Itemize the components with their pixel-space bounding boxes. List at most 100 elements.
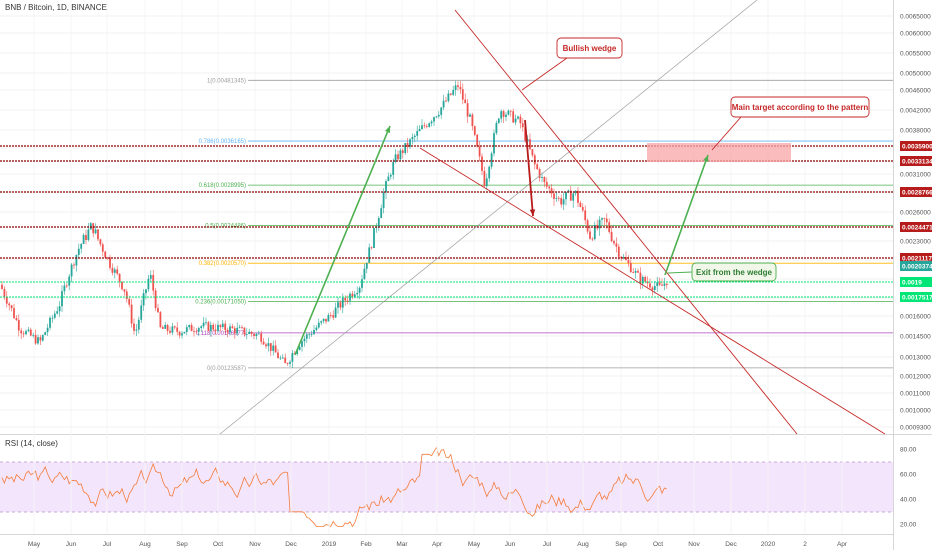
candle-body (502, 111, 505, 117)
candle-body (5, 296, 8, 304)
candle-body (397, 154, 399, 160)
candle-body (358, 287, 361, 293)
candle-body (63, 285, 66, 292)
fib-label: 0.382(0.0020570) (199, 261, 246, 267)
candle-body (164, 324, 167, 329)
price-tag-label: 0.0033134 (902, 159, 932, 166)
candle-body (553, 193, 555, 199)
candle-body (401, 150, 404, 153)
candle-body (226, 329, 229, 333)
rsi-tick-label: 40.00 (900, 497, 917, 504)
candle-body (80, 243, 83, 249)
candle-body (109, 257, 111, 268)
candle-body (195, 331, 198, 333)
candle-body (380, 208, 383, 219)
candle-body (99, 239, 102, 245)
annotation-pointer (711, 116, 742, 151)
fib-label: 0.236(0.00171050) (195, 300, 246, 306)
candle-body (101, 244, 104, 252)
price-tag-bg (900, 277, 932, 287)
candle-body (581, 206, 584, 211)
candle-body (538, 169, 541, 178)
candle-body (70, 264, 73, 277)
y-tick-label: 0.0060000 (900, 31, 931, 38)
price-tag-label: 0.0035900 (902, 144, 932, 151)
candle-body (53, 313, 56, 318)
candle-body (221, 323, 224, 328)
candle-body (241, 327, 243, 329)
candle-body (142, 293, 145, 306)
candle-body (442, 100, 445, 108)
candle-body (425, 126, 428, 127)
rsi-title: RSI (14, close) (5, 439, 58, 448)
candle-body (579, 202, 582, 207)
target-arrow (664, 154, 709, 276)
candle-body (416, 131, 419, 136)
candle-body (641, 276, 644, 284)
candle-body (512, 111, 515, 123)
candle-body (286, 363, 289, 364)
candle-body (197, 327, 200, 332)
x-tick-label: Jul (543, 541, 552, 548)
candle-body (351, 293, 354, 297)
candle-body (389, 174, 392, 177)
candle-body (29, 329, 32, 336)
candle-body (257, 333, 260, 335)
x-tick-label: Apr (432, 541, 443, 548)
candle-body (497, 118, 500, 123)
candle-body (613, 241, 615, 244)
candle-body (272, 345, 275, 351)
candle-body (423, 125, 426, 127)
drop-arrow (524, 119, 534, 217)
candle-body (610, 232, 613, 242)
candle-body (245, 333, 248, 335)
candle-body (152, 275, 155, 291)
x-tick-label: Feb (360, 541, 372, 548)
candle-body (188, 325, 191, 328)
candle-body (173, 326, 176, 328)
annotation-label: Main target according to the pattern (732, 103, 869, 112)
candle-body (572, 193, 575, 201)
candle-body (373, 228, 375, 248)
candle-body (157, 308, 159, 313)
candle-body (17, 320, 20, 331)
candle-body (519, 116, 522, 124)
x-tick-label: Mar (396, 541, 408, 548)
candle-body (176, 327, 179, 332)
candle-body (183, 331, 186, 334)
x-tick-label: Oct (653, 541, 663, 548)
candle-body (399, 150, 402, 160)
x-tick-label: Jun (505, 541, 516, 548)
fib-label: 0.786(0.0036165) (199, 139, 246, 145)
candle-body (161, 327, 164, 329)
x-tick-label: Aug (139, 541, 151, 548)
candle-body (507, 110, 510, 115)
x-tick-label: May (28, 541, 41, 548)
candle-body (471, 114, 474, 127)
candle-body (37, 337, 39, 344)
candle-body (238, 327, 241, 329)
candle-body (200, 326, 203, 328)
candle-body (130, 304, 133, 324)
candle-body (473, 126, 476, 135)
candle-body (591, 238, 594, 240)
candle-body (344, 297, 347, 301)
y-tick-label: 0.0011000 (900, 391, 931, 398)
candle-body (543, 177, 546, 182)
target-zone (647, 143, 791, 162)
candle-body (574, 190, 577, 194)
annotation-label: Bullish wedge (563, 44, 617, 53)
candle-body (490, 153, 493, 167)
candle-body (145, 289, 147, 294)
annotation-box (730, 96, 870, 118)
candle-body (169, 330, 171, 333)
candle-body (627, 260, 630, 264)
price-axis (893, 0, 932, 550)
y-tick-label: 0.0023000 (900, 239, 931, 246)
x-axis-labels: May Jun Jul Aug Sep Oct Nov Dec 2019 Feb Mar Apr May… (28, 541, 848, 548)
candle-body (171, 326, 174, 333)
candle-body (121, 281, 123, 290)
candle-body (125, 291, 128, 299)
candle-body (277, 352, 279, 359)
candle-body (447, 93, 450, 102)
